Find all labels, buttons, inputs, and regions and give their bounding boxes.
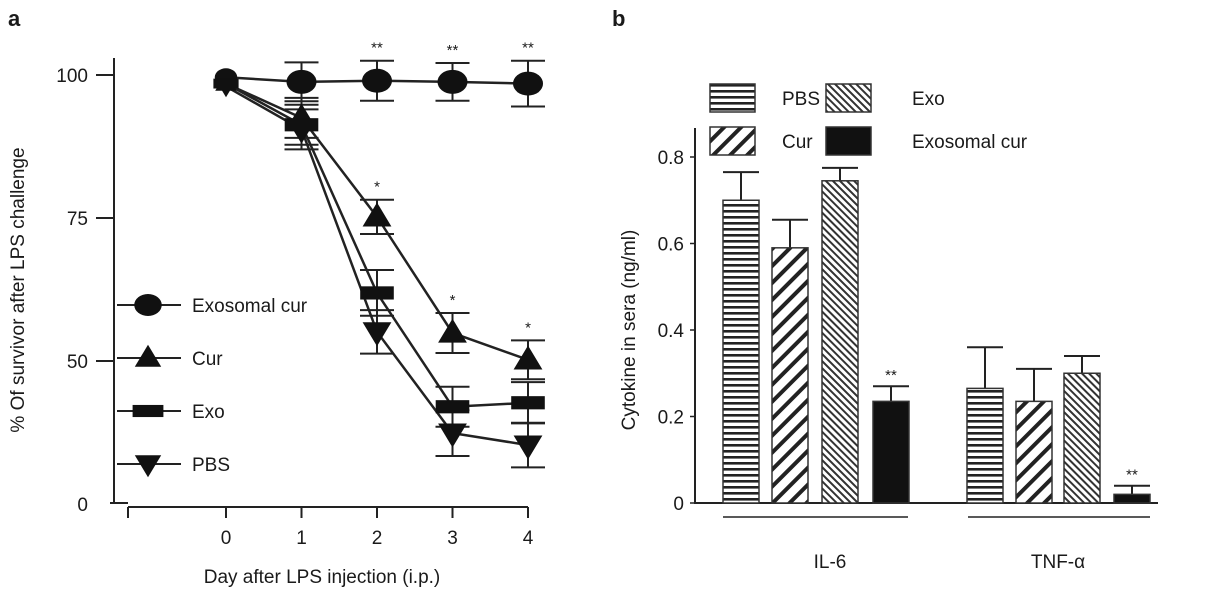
significance-mark: ** [885, 367, 897, 384]
legend-marker [134, 344, 162, 367]
series-line-exo [225, 82, 529, 409]
y-tick-label: 0.4 [658, 321, 685, 342]
y-tick-label: 100 [56, 66, 88, 87]
bar-cur [771, 247, 809, 504]
legend-label: PBS [192, 455, 230, 476]
legend-marker [134, 294, 162, 316]
panel-a-label: a [8, 6, 21, 31]
category-label: TNF-α [1031, 552, 1085, 573]
significance-mark: ** [1126, 467, 1138, 484]
data-point [511, 396, 545, 410]
data-point [438, 318, 467, 343]
bar-pbs [722, 199, 760, 504]
data-point [287, 119, 316, 144]
y-axis-label: % Of survivor after LPS challenge [8, 147, 29, 432]
legend-label: Exosomal cur [912, 132, 1028, 153]
legend-swatch [709, 126, 756, 156]
x-tick-label: 4 [523, 528, 534, 549]
legend-swatch [825, 126, 872, 156]
y-tick-label: 0 [77, 495, 88, 516]
category-label: IL-6 [814, 552, 847, 573]
data-point [435, 400, 470, 414]
legend-label: Cur [192, 349, 223, 370]
y-tick-label: 75 [67, 209, 88, 230]
significance-mark: * [374, 179, 380, 196]
significance-mark: * [525, 319, 531, 336]
data-point [513, 435, 543, 460]
x-tick-label: 0 [221, 528, 232, 549]
significance-mark: * [450, 292, 456, 309]
panel-a-line-chart: 100 75 50 0 0 1 2 3 4 Day after LPS injection (i.… [8, 40, 545, 588]
data-point [362, 68, 392, 93]
bar-exo [821, 180, 859, 504]
x-tick-label: 1 [296, 528, 307, 549]
y-tick-label: 0.8 [658, 148, 684, 169]
data-point [437, 69, 468, 94]
legend-marker [132, 404, 164, 418]
panel-b-bar-chart: 0 0.2 0.4 0.6 0.8 Cytokine in sera (ng/ml) ** I… [619, 83, 1158, 573]
significance-mark: ** [447, 42, 459, 59]
significance-mark: ** [522, 40, 534, 57]
legend-label: Exo [192, 402, 225, 423]
legend-label: Exosomal cur [192, 296, 308, 317]
data-point [362, 202, 392, 227]
bar-exo [1063, 372, 1101, 504]
legend-label: PBS [782, 89, 820, 110]
data-point [513, 71, 543, 96]
bar-exosomal-cur [1113, 493, 1151, 504]
x-axis-label: Day after LPS injection (i.p.) [204, 567, 441, 588]
data-point [286, 69, 317, 94]
y-tick-label: 0.6 [658, 235, 684, 256]
y-tick-label: 0.2 [658, 408, 684, 429]
data-point [513, 345, 543, 370]
data-point [438, 423, 467, 448]
panel-b-label: b [612, 6, 625, 31]
legend-marker [134, 455, 162, 478]
legend-swatch [709, 83, 756, 113]
series-line-pbs [225, 85, 529, 447]
x-tick-label: 2 [372, 528, 383, 549]
legend-swatch [825, 83, 872, 113]
data-point [362, 322, 392, 347]
bar-cur [1015, 400, 1053, 504]
bar-pbs [966, 387, 1004, 504]
data-point [360, 286, 394, 300]
x-tick-label: 3 [447, 528, 458, 549]
bar-exosomal-cur [872, 400, 910, 504]
legend-label: Exo [912, 89, 945, 110]
legend-label: Cur [782, 132, 813, 153]
y-tick-label: 0 [673, 494, 684, 515]
significance-mark: ** [371, 40, 383, 57]
y-axis-label: Cytokine in sera (ng/ml) [619, 230, 640, 431]
data-point [215, 79, 237, 98]
y-tick-label: 50 [67, 352, 88, 373]
